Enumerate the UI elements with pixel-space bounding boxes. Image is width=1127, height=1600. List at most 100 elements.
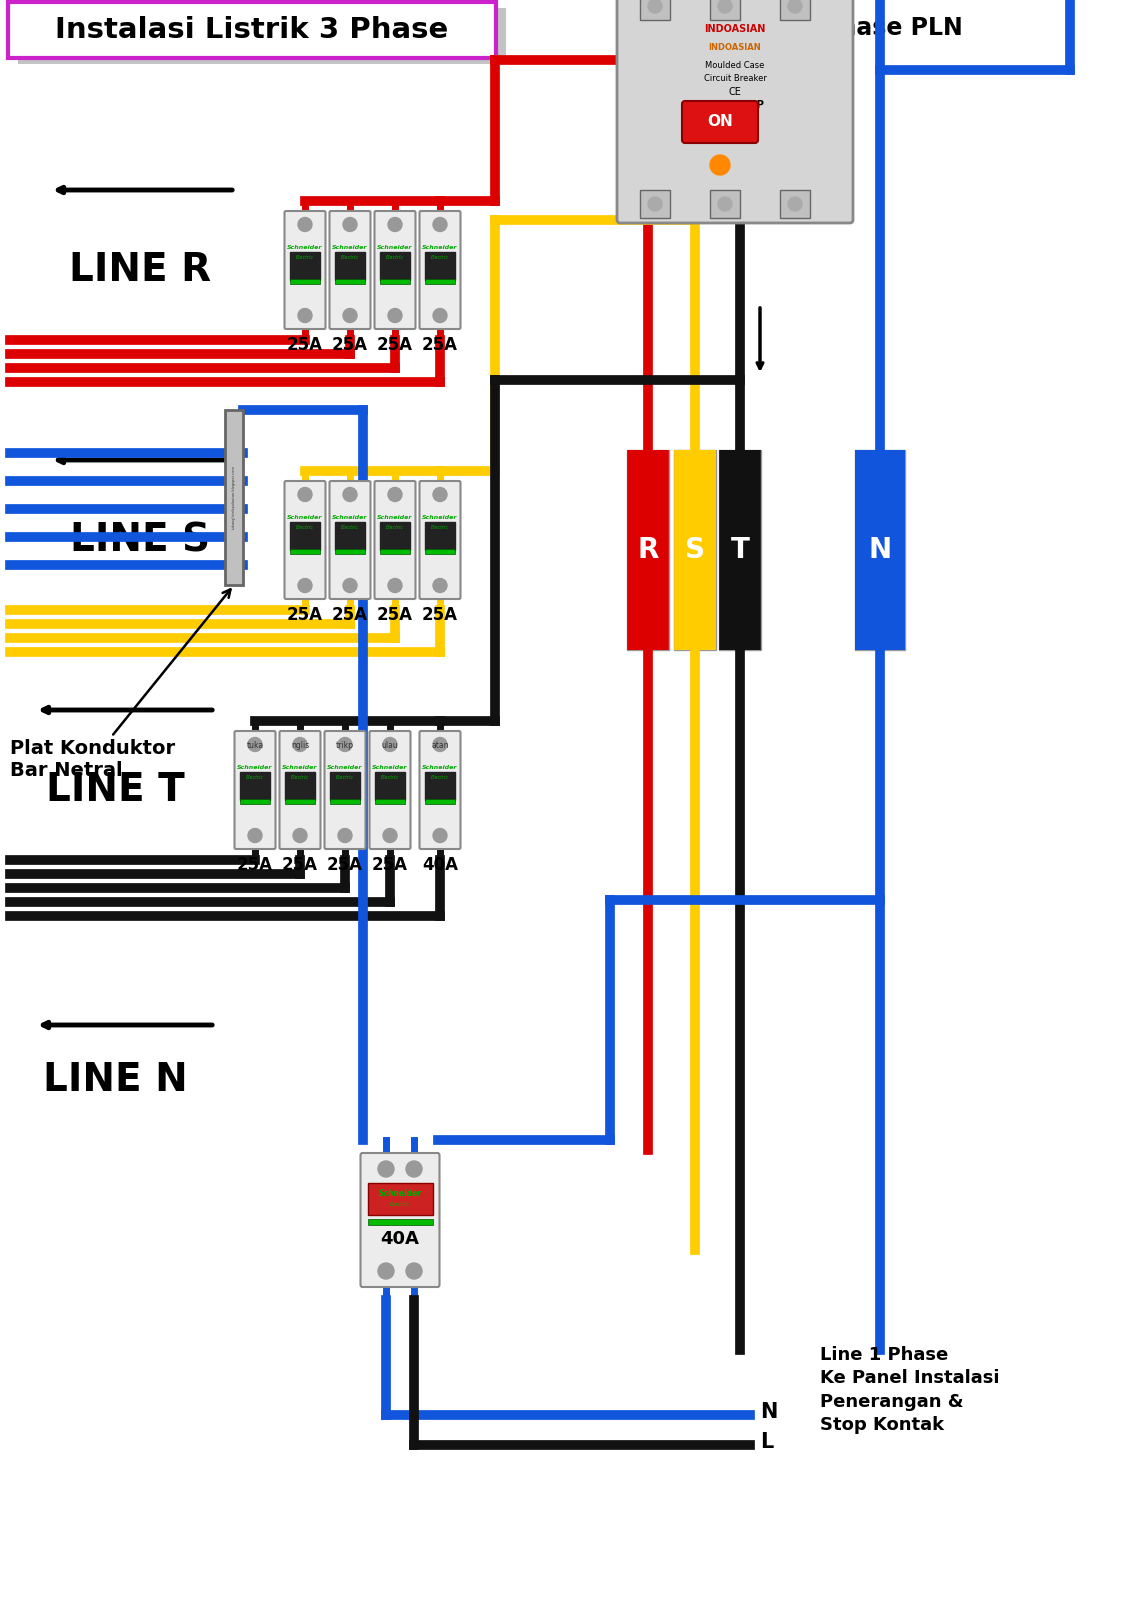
Text: 25A: 25A — [421, 605, 458, 624]
FancyBboxPatch shape — [284, 211, 326, 330]
Text: R: R — [637, 536, 658, 565]
Text: Electric: Electric — [431, 774, 449, 781]
Text: N: N — [869, 536, 891, 565]
FancyBboxPatch shape — [419, 482, 461, 598]
Text: 25A: 25A — [327, 856, 363, 874]
Circle shape — [338, 738, 352, 752]
Bar — [335, 278, 365, 285]
Circle shape — [293, 738, 307, 752]
Text: LINE R: LINE R — [69, 251, 211, 290]
Bar — [285, 798, 316, 803]
Bar — [674, 450, 716, 650]
Circle shape — [433, 309, 447, 323]
Bar — [290, 278, 320, 285]
Text: 25A: 25A — [378, 605, 412, 624]
Text: 25A: 25A — [378, 336, 412, 354]
Text: Schneider: Schneider — [378, 245, 412, 250]
Text: Schneider: Schneider — [423, 765, 458, 770]
Bar — [380, 251, 410, 280]
Text: Schneider: Schneider — [287, 245, 322, 250]
Circle shape — [343, 488, 357, 501]
Text: 25A: 25A — [287, 605, 323, 624]
Circle shape — [406, 1262, 421, 1278]
Text: Electric: Electric — [291, 774, 309, 781]
Text: Electric: Electric — [341, 525, 360, 530]
Text: Electric: Electric — [390, 1203, 410, 1208]
Circle shape — [433, 738, 447, 752]
Circle shape — [388, 579, 402, 592]
Bar — [627, 450, 669, 650]
Circle shape — [378, 1162, 394, 1178]
Text: trikp: trikp — [336, 741, 354, 749]
Text: Electric: Electric — [431, 254, 449, 259]
FancyBboxPatch shape — [325, 731, 365, 850]
Bar — [780, 190, 810, 218]
Bar — [425, 251, 455, 280]
Text: Schneider: Schneider — [282, 765, 318, 770]
Circle shape — [343, 579, 357, 592]
Text: Schneider: Schneider — [423, 515, 458, 520]
Text: ON: ON — [707, 115, 733, 130]
FancyBboxPatch shape — [284, 482, 326, 598]
Bar — [8, 2, 496, 58]
Text: Plat Konduktor
Bar Netral: Plat Konduktor Bar Netral — [10, 589, 231, 781]
Bar — [425, 773, 455, 800]
Circle shape — [648, 0, 662, 13]
Text: 40A: 40A — [381, 1230, 419, 1248]
Text: Electric: Electric — [387, 254, 403, 259]
Text: T: T — [730, 536, 749, 565]
Bar — [290, 549, 320, 554]
FancyBboxPatch shape — [419, 211, 461, 330]
Circle shape — [388, 218, 402, 232]
Text: 25A: 25A — [332, 605, 369, 624]
Text: Schneider: Schneider — [332, 245, 367, 250]
Text: 25A: 25A — [421, 336, 458, 354]
Circle shape — [298, 579, 312, 592]
Bar — [710, 190, 740, 218]
Circle shape — [406, 1162, 421, 1178]
Text: Schneider: Schneider — [327, 765, 363, 770]
Text: nglis: nglis — [291, 741, 309, 749]
Text: Moulded Case: Moulded Case — [706, 61, 765, 70]
Bar — [375, 773, 405, 800]
FancyBboxPatch shape — [361, 1154, 440, 1286]
Text: Schneider: Schneider — [287, 515, 322, 520]
FancyBboxPatch shape — [374, 482, 416, 598]
Text: Schneider: Schneider — [332, 515, 367, 520]
Circle shape — [383, 738, 397, 752]
Bar — [335, 549, 365, 554]
Circle shape — [248, 738, 261, 752]
Circle shape — [788, 197, 802, 211]
Circle shape — [433, 579, 447, 592]
FancyBboxPatch shape — [329, 211, 371, 330]
Text: Schneider: Schneider — [379, 1189, 421, 1197]
Text: S: S — [685, 536, 706, 565]
Text: Line 1 Phase
Ke Panel Instalasi
Penerangan &
Stop Kontak: Line 1 Phase Ke Panel Instalasi Penerang… — [820, 1346, 1000, 1434]
Text: tuka: tuka — [247, 741, 264, 749]
Text: LINE N: LINE N — [43, 1061, 187, 1099]
FancyBboxPatch shape — [279, 731, 320, 850]
Bar — [290, 522, 320, 550]
Circle shape — [298, 488, 312, 501]
Bar — [367, 1182, 433, 1214]
Bar — [335, 251, 365, 280]
Text: Schneider: Schneider — [378, 515, 412, 520]
Circle shape — [718, 197, 733, 211]
Bar — [380, 522, 410, 550]
Text: Schneider: Schneider — [238, 765, 273, 770]
Bar — [855, 450, 905, 650]
Bar — [18, 8, 506, 64]
Circle shape — [378, 1262, 394, 1278]
Text: atan: atan — [432, 741, 449, 749]
Text: Electric: Electric — [296, 525, 314, 530]
Bar — [425, 522, 455, 550]
Text: INDOASIAN: INDOASIAN — [704, 24, 765, 34]
Bar — [380, 278, 410, 285]
Circle shape — [433, 218, 447, 232]
Circle shape — [388, 488, 402, 501]
Bar — [425, 798, 455, 803]
Bar — [780, 0, 810, 19]
Text: Electric: Electric — [336, 774, 354, 781]
Text: CE: CE — [728, 86, 742, 98]
Circle shape — [788, 0, 802, 13]
